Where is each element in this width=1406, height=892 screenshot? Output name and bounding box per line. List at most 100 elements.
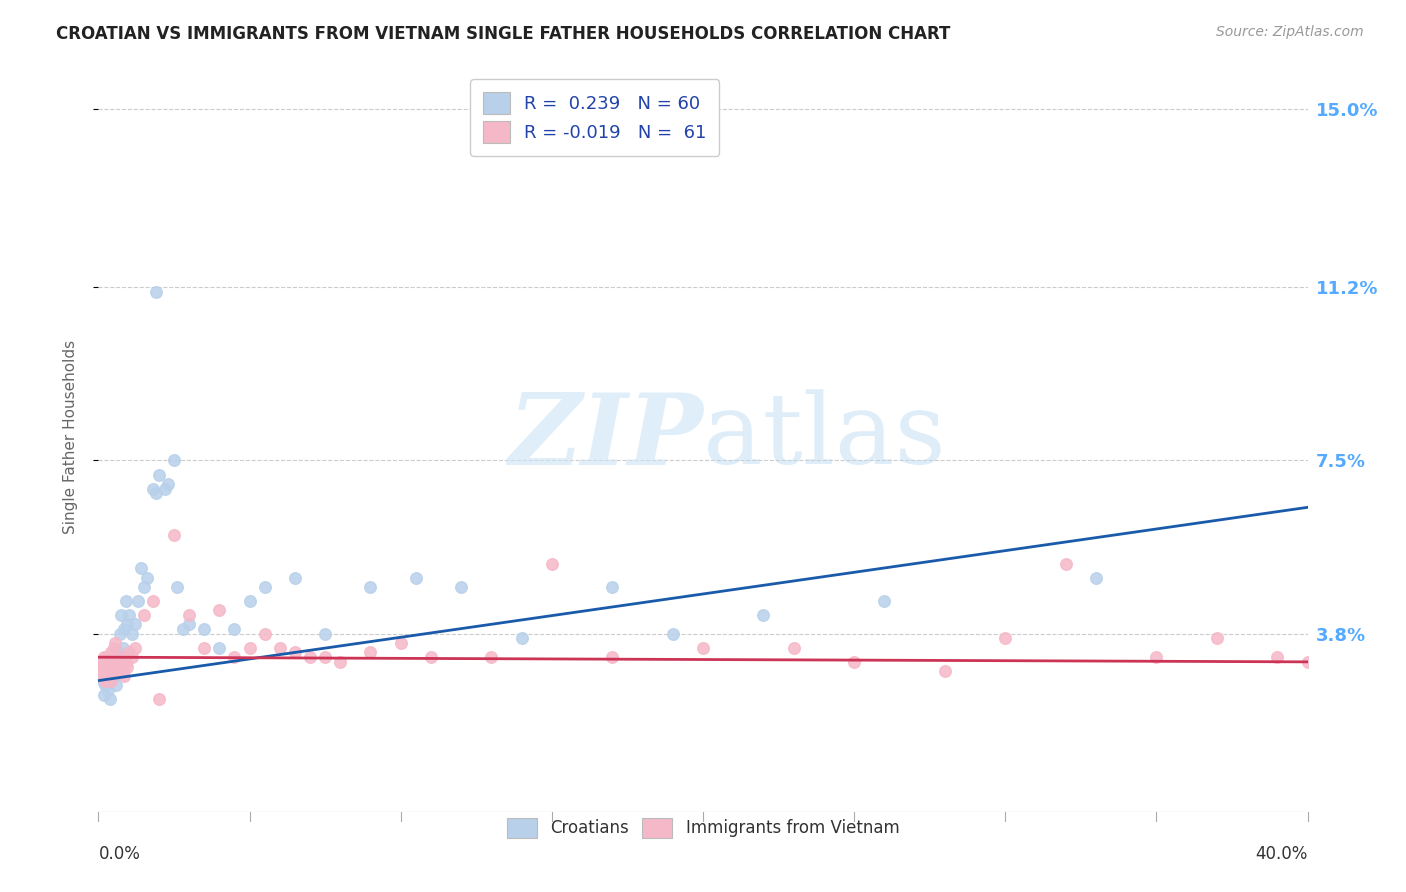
Point [360, 580, 382, 594]
Point [163, 453, 186, 467]
Point [101, 650, 124, 665]
Point [844, 655, 866, 669]
Point [208, 603, 231, 617]
Point [104, 678, 127, 692]
Point [269, 640, 291, 655]
Point [253, 626, 276, 640]
Point [121, 650, 143, 665]
Point [166, 580, 188, 594]
Point [110, 650, 132, 665]
Point [101, 664, 124, 679]
Point [193, 640, 215, 655]
Point [111, 640, 134, 655]
Point [179, 608, 201, 623]
Point [100, 646, 122, 660]
Point [94, 673, 117, 688]
Point [108, 659, 131, 673]
Point [329, 655, 352, 669]
Point [94, 678, 117, 692]
Point [239, 594, 262, 608]
Point [93, 664, 115, 679]
Point [124, 617, 146, 632]
Point [127, 594, 149, 608]
Point [1085, 571, 1108, 585]
Point [405, 571, 427, 585]
Point [118, 646, 141, 660]
Point [100, 659, 122, 673]
Point [314, 650, 336, 665]
Point [873, 594, 896, 608]
Text: CROATIAN VS IMMIGRANTS FROM VIETNAM SINGLE FATHER HOUSEHOLDS CORRELATION CHART: CROATIAN VS IMMIGRANTS FROM VIETNAM SING… [56, 25, 950, 43]
Point [101, 664, 124, 679]
Point [135, 571, 157, 585]
Point [91, 673, 114, 688]
Text: 40.0%: 40.0% [1256, 846, 1308, 863]
Point [179, 617, 201, 632]
Point [239, 640, 262, 655]
Point [91, 655, 114, 669]
Point [93, 688, 115, 702]
Point [602, 650, 624, 665]
Point [96, 650, 118, 665]
Point [93, 650, 115, 665]
Point [540, 557, 562, 571]
Point [148, 692, 170, 706]
Point [97, 683, 120, 698]
Y-axis label: Single Father Households: Single Father Households [63, 340, 77, 534]
Point [104, 655, 127, 669]
Point [142, 594, 165, 608]
Point [103, 669, 125, 683]
Point [105, 655, 128, 669]
Point [994, 632, 1017, 646]
Point [90, 659, 112, 673]
Point [153, 482, 176, 496]
Point [208, 640, 231, 655]
Point [97, 669, 120, 683]
Point [96, 664, 118, 679]
Point [107, 664, 129, 679]
Point [1146, 650, 1168, 665]
Point [224, 650, 246, 665]
Point [124, 640, 146, 655]
Point [115, 659, 138, 673]
Point [94, 655, 117, 669]
Point [121, 626, 143, 640]
Point [108, 626, 131, 640]
Point [661, 626, 683, 640]
Point [112, 669, 135, 683]
Point [299, 650, 322, 665]
Point [90, 659, 112, 673]
Legend: Croatians, Immigrants from Vietnam: Croatians, Immigrants from Vietnam [501, 811, 905, 845]
Point [284, 571, 307, 585]
Point [98, 664, 121, 679]
Point [98, 692, 121, 706]
Point [114, 594, 136, 608]
Point [420, 650, 443, 665]
Text: 0.0%: 0.0% [98, 846, 141, 863]
Point [111, 664, 134, 679]
Point [783, 640, 806, 655]
Point [98, 655, 121, 669]
Point [107, 646, 129, 660]
Point [224, 622, 246, 636]
Point [172, 622, 194, 636]
Point [1054, 557, 1077, 571]
Point [96, 669, 118, 683]
Point [93, 664, 115, 679]
Point [1206, 632, 1229, 646]
Point [193, 622, 215, 636]
Point [103, 664, 125, 679]
Point [115, 617, 138, 632]
Point [142, 482, 165, 496]
Point [105, 659, 128, 673]
Point [163, 528, 186, 542]
Point [100, 673, 122, 688]
Text: atlas: atlas [703, 389, 946, 485]
Point [104, 636, 127, 650]
Point [114, 655, 136, 669]
Point [145, 486, 167, 500]
Point [100, 673, 122, 688]
Point [105, 664, 128, 679]
Point [118, 608, 141, 623]
Point [360, 646, 382, 660]
